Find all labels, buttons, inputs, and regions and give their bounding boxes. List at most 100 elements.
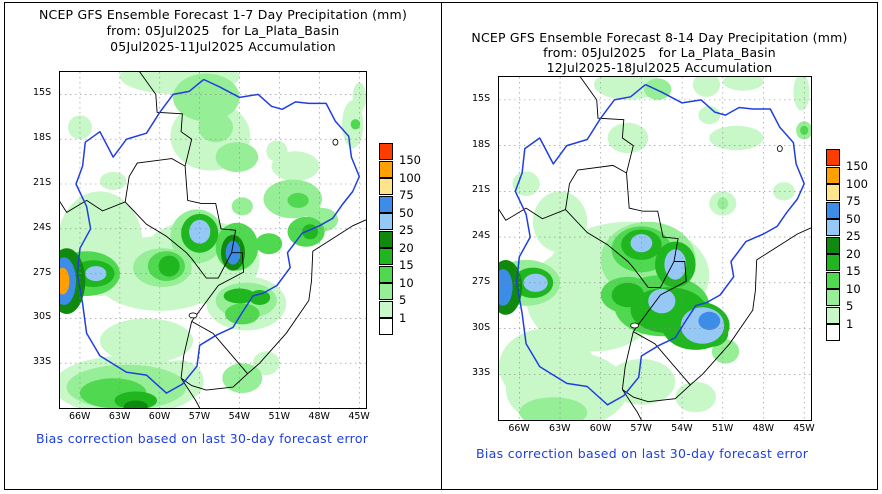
lon-tick-label: 63W [109, 411, 130, 422]
legend-label: 100 [846, 177, 868, 191]
precip-area-25mm [648, 289, 675, 313]
legend-label: 15 [846, 264, 861, 278]
legend-label: 25 [399, 223, 414, 237]
legend-swatch [379, 266, 393, 283]
legend-swatch [826, 149, 840, 166]
legend-label: 50 [399, 206, 414, 220]
precip-area-1mm [793, 77, 809, 111]
legend-swatch [826, 272, 840, 289]
lat-tick-label: 27S [472, 276, 490, 287]
lon-tick-label: 45W [348, 411, 369, 422]
legend-swatch [379, 196, 393, 213]
lat-tick-label: 24S [33, 222, 51, 233]
legend-label: 25 [846, 229, 861, 243]
precip-area-15mm [159, 256, 180, 277]
lon-tick-label: 45W [793, 423, 814, 434]
lon-tick-label: 54W [229, 411, 250, 422]
legend-swatch [379, 213, 393, 230]
lake-icon [777, 146, 782, 152]
lon-tick-label: 60W [149, 411, 170, 422]
legend-swatch [379, 301, 393, 318]
precip-area-5mm [198, 112, 233, 142]
panel-title-line2: from: 05Jul2025 for La_Plata_Basin [5, 23, 441, 38]
precip-area-5mm [216, 142, 259, 172]
precip-area-1mm [608, 123, 649, 153]
legend-swatch [379, 178, 393, 195]
legend-swatch [379, 143, 393, 160]
lon-tick-label: 48W [308, 411, 329, 422]
legend-swatch [379, 248, 393, 265]
legend-label: 100 [399, 171, 421, 185]
legend-label: 150 [846, 159, 868, 173]
precip-area-1mm [272, 151, 320, 181]
precipitation-layer [60, 72, 366, 408]
lon-tick-label: 51W [712, 423, 733, 434]
legend-swatch [379, 283, 393, 300]
bias-correction-note: Bias correction based on last 30-day for… [36, 431, 368, 446]
precip-area-1mm [723, 77, 764, 91]
left-forecast-panel: NCEP GFS Ensemble Forecast 1-7 Day Preci… [4, 2, 442, 490]
precip-area-10mm [351, 119, 360, 129]
legend-swatch [379, 161, 393, 178]
legend-swatch [379, 318, 393, 335]
precip-area-1mm [693, 77, 720, 97]
lat-tick-label: 27S [33, 267, 51, 278]
lat-tick-label: 24S [472, 230, 490, 241]
precip-area-1mm [675, 382, 716, 412]
lon-tick-label: 57W [630, 423, 651, 434]
lat-tick-label: 33S [472, 367, 490, 378]
precip-area-1mm [709, 126, 763, 150]
lat-tick-label: 30S [33, 311, 51, 322]
legend-label: 75 [846, 194, 861, 208]
lon-tick-label: 66W [69, 411, 90, 422]
lon-tick-label: 51W [269, 411, 290, 422]
lat-tick-label: 18S [472, 139, 490, 150]
panel-title-line3: 12Jul2025-18Jul2025 Accumulation [442, 60, 877, 75]
precipitation-layer [499, 77, 811, 420]
lon-tick-label: 60W [590, 423, 611, 434]
lon-tick-label: 66W [508, 423, 529, 434]
lon-tick-label: 63W [549, 423, 570, 434]
legend-label: 10 [846, 282, 861, 296]
lat-tick-label: 15S [33, 87, 51, 98]
legend-label: 10 [399, 276, 414, 290]
panel-title-line3: 05Jul2025-11Jul2025 Accumulation [5, 39, 441, 54]
legend-label: 15 [399, 258, 414, 272]
legend-label: 1 [399, 311, 406, 325]
panel-title-line1: NCEP GFS Ensemble Forecast 1-7 Day Preci… [5, 7, 441, 22]
lat-tick-label: 18S [33, 132, 51, 143]
precip-area-10mm [256, 233, 283, 254]
legend-label: 20 [846, 247, 861, 261]
precip-area-5mm [232, 197, 253, 215]
precip-area-1mm [698, 106, 720, 124]
precipitation-map [498, 76, 812, 421]
legend-swatch [826, 202, 840, 219]
lake-icon [631, 323, 639, 328]
lat-tick-label: 30S [472, 322, 490, 333]
precip-area-1mm [100, 172, 127, 190]
precip-area-10mm [288, 193, 309, 208]
precip-area-5mm [644, 79, 671, 100]
bias-correction-note: Bias correction based on last 30-day for… [476, 446, 808, 461]
lat-tick-label: 21S [33, 177, 51, 188]
precipitation-legend: 150 100 75 50 25 20 15 10 5 1 [379, 143, 439, 343]
right-forecast-panel: NCEP GFS Ensemble Forecast 8-14 Day Prec… [441, 2, 878, 490]
lon-tick-label: 54W [671, 423, 692, 434]
legend-swatch [379, 231, 393, 248]
lat-tick-label: 15S [472, 93, 490, 104]
legend-label: 1 [846, 317, 853, 331]
legend-swatch [826, 219, 840, 236]
legend-label: 50 [846, 212, 861, 226]
lake-icon [189, 313, 197, 318]
precipitation-map [59, 71, 367, 409]
legend-label: 75 [399, 188, 414, 202]
lon-tick-label: 48W [753, 423, 774, 434]
legend-swatch [826, 184, 840, 201]
legend-label: 5 [399, 293, 406, 307]
precip-area-50mm [698, 312, 720, 330]
lon-tick-label: 57W [189, 411, 210, 422]
precip-area-1mm [773, 182, 795, 200]
legend-swatch [826, 307, 840, 324]
legend-swatch [826, 254, 840, 271]
panel-title-line2: from: 05Jul2025 for La_Plata_Basin [442, 45, 877, 60]
